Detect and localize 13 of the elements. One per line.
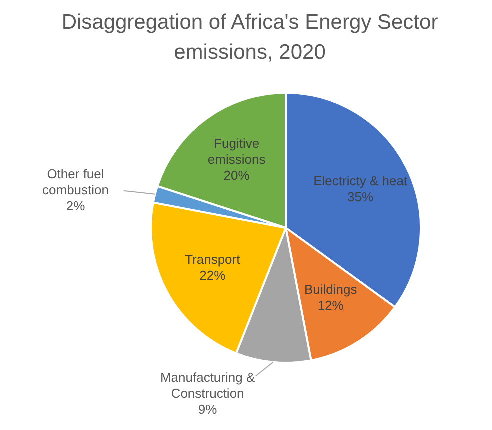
data-label: 12% — [318, 298, 344, 314]
chart-title: Disaggregation of Africa's Energy Sector emissions, 2020 — [60, 10, 440, 66]
data-label: 2% — [66, 198, 86, 214]
slice-label: Manufacturing & Construction — [160, 370, 256, 401]
data-label: 35% — [348, 190, 374, 205]
data-label: 9% — [198, 402, 218, 417]
data-label: 22% — [200, 268, 226, 283]
slice-label: Transport — [185, 252, 241, 267]
slice-label: Electricty & heat — [314, 174, 408, 189]
slice-label: Buildings — [304, 282, 358, 298]
slice-label: Other fuel combustion — [42, 166, 109, 198]
data-label: 20% — [224, 168, 250, 183]
slice-label: Fugitive emissions — [208, 136, 266, 167]
